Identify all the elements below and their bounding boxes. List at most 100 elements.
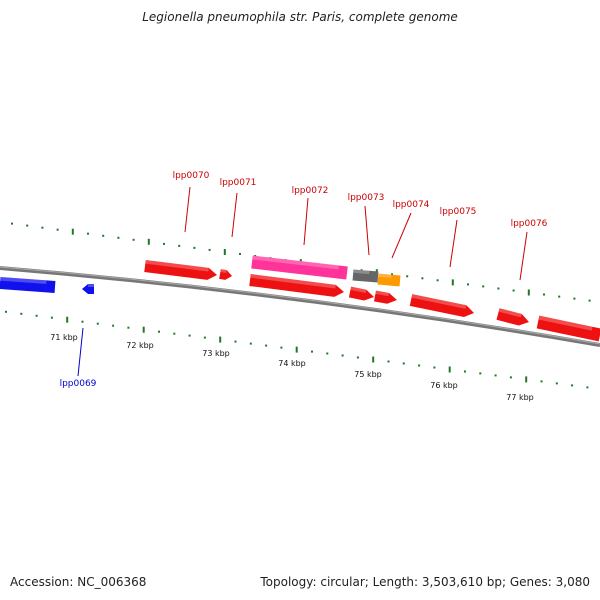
gene-lpp0071[interactable] [219, 269, 233, 281]
callout-line [184, 186, 191, 233]
gene-lpp0068[interactable] [0, 277, 56, 293]
tick-mark [203, 336, 206, 339]
tick-mark [295, 346, 298, 353]
axis-tick-label: 75 kbp [354, 370, 382, 379]
callout-line [231, 192, 238, 238]
tick-mark [234, 340, 237, 343]
gene-label-lpp0074[interactable]: lpp0074 [393, 200, 430, 210]
tick-mark [35, 314, 38, 317]
tick-mark [372, 356, 375, 363]
tick-mark [87, 232, 89, 235]
gene-shape[interactable] [374, 290, 398, 306]
tick-mark [391, 273, 393, 276]
tick-mark [387, 360, 390, 363]
tick-mark [66, 316, 69, 323]
tick-mark [147, 238, 150, 245]
tick-mark [494, 374, 497, 377]
callout-line [391, 212, 412, 259]
tick-mark [178, 244, 181, 247]
gene-shape[interactable] [251, 255, 348, 280]
gene-forward-a[interactable] [249, 274, 345, 298]
gene-lpp0069[interactable] [82, 284, 94, 294]
gene-shape[interactable] [377, 273, 401, 287]
tick-mark [479, 372, 482, 375]
tick-mark [56, 228, 59, 231]
tick-mark [208, 248, 211, 251]
tick-mark [326, 352, 329, 355]
gene-forward-d[interactable] [536, 315, 600, 342]
axis-tick-label: 76 kbp [430, 381, 458, 390]
gene-shine [0, 277, 47, 284]
tick-mark [41, 226, 44, 229]
gene-label-lpp0070[interactable]: lpp0070 [173, 171, 210, 181]
callout-line [449, 219, 458, 268]
gene-shine [250, 274, 336, 289]
gene-shine [498, 308, 522, 318]
gene-shape[interactable] [496, 308, 531, 328]
tick-mark [588, 299, 591, 302]
gene-shape[interactable] [219, 269, 233, 281]
callout-line [303, 197, 309, 246]
gene-callouts: lpp0069 lpp0070 lpp0071 lpp0072 lpp0073 lpp00… [60, 171, 548, 389]
tick-mark [117, 236, 120, 239]
gene-shine [411, 294, 467, 309]
tick-mark [26, 224, 29, 227]
gene-shape[interactable] [0, 277, 56, 293]
gene-forward-b[interactable] [348, 286, 375, 303]
tick-mark [482, 285, 485, 288]
gene-lpp0073[interactable] [352, 269, 379, 283]
gene-lpp0072[interactable] [251, 255, 348, 280]
tick-mark [71, 228, 74, 235]
gene-label-lpp0075[interactable]: lpp0075 [440, 207, 477, 217]
tick-mark [163, 242, 165, 245]
tick-mark [555, 382, 558, 385]
tick-mark [512, 289, 515, 292]
gene-label-lpp0076[interactable]: lpp0076 [511, 219, 548, 229]
tick-mark [188, 334, 191, 337]
backbone-line [0, 266, 600, 347]
axis-tick-label: 74 kbp [278, 359, 306, 368]
gene-forward-c[interactable] [374, 290, 398, 306]
tick-mark [142, 326, 145, 333]
gene-lpp0074[interactable] [377, 273, 401, 287]
tick-mark [433, 366, 436, 369]
gene-lpp0070[interactable] [144, 260, 217, 281]
gene-label-lpp0073[interactable]: lpp0073 [348, 193, 385, 203]
gene-shape[interactable] [348, 286, 375, 303]
gene-shape[interactable] [249, 274, 345, 298]
gene-shine [375, 290, 390, 297]
tick-mark [193, 246, 196, 249]
gene-shine [252, 255, 339, 270]
tick-mark [558, 295, 561, 298]
tick-mark [586, 386, 589, 389]
gene-lpp0075[interactable] [409, 294, 475, 319]
gene-shine [220, 269, 227, 274]
tick-mark [311, 350, 313, 353]
tick-mark [573, 297, 576, 300]
gene-lpp0076[interactable] [496, 308, 531, 328]
tick-mark [571, 384, 574, 387]
tick-mark [265, 344, 268, 347]
tick-mark [451, 279, 454, 286]
gene-shape[interactable] [144, 260, 217, 281]
accession-text: Accession: NC_006368 [10, 575, 147, 589]
backbone-highlight [0, 266, 600, 345]
gene-shine [353, 269, 370, 275]
gene-shape[interactable] [352, 269, 379, 283]
gene-label-lpp0069[interactable]: lpp0069 [60, 379, 97, 389]
gene-shape[interactable] [409, 294, 475, 319]
tick-mark [96, 322, 99, 325]
gene-label-lpp0071[interactable]: lpp0071 [220, 178, 257, 188]
gene-track[interactable] [0, 255, 600, 342]
gene-label-lpp0072[interactable]: lpp0072 [292, 186, 329, 196]
genome-summary-text: Topology: circular; Length: 3,503,610 bp… [260, 575, 590, 589]
tick-mark [402, 362, 405, 365]
callout-line [77, 327, 84, 377]
gene-shine [378, 273, 392, 278]
tick-mark [436, 279, 439, 282]
gene-shape[interactable] [536, 315, 600, 342]
tick-mark [223, 249, 226, 255]
gene-shape[interactable] [82, 284, 94, 294]
tick-mark [132, 238, 135, 241]
